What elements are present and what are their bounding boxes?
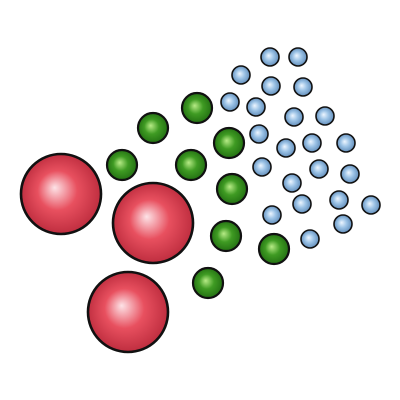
small-blue-spheres-group bbox=[220, 47, 381, 249]
medium-green-sphere-7 bbox=[209, 219, 243, 253]
small-blue-sphere-21 bbox=[262, 205, 282, 225]
small-blue-sphere-1 bbox=[260, 47, 280, 67]
small-blue-sphere-11 bbox=[276, 138, 296, 158]
small-blue-sphere-9 bbox=[315, 106, 335, 126]
medium-green-sphere-6 bbox=[215, 172, 249, 206]
small-blue-sphere-3 bbox=[231, 65, 251, 85]
small-blue-sphere-5 bbox=[293, 77, 313, 97]
small-blue-sphere-4 bbox=[261, 76, 281, 96]
small-blue-sphere-19 bbox=[329, 190, 349, 210]
small-blue-sphere-10 bbox=[249, 124, 269, 144]
small-blue-sphere-14 bbox=[252, 157, 272, 177]
small-blue-sphere-6 bbox=[220, 92, 240, 112]
medium-green-sphere-8 bbox=[257, 232, 291, 266]
large-red-sphere-2 bbox=[111, 181, 195, 265]
small-blue-sphere-16 bbox=[309, 159, 329, 179]
medium-green-sphere-1 bbox=[180, 91, 214, 125]
small-blue-sphere-18 bbox=[292, 194, 312, 214]
small-blue-sphere-2 bbox=[288, 47, 308, 67]
medium-green-sphere-9 bbox=[191, 266, 225, 300]
medium-green-sphere-4 bbox=[105, 148, 139, 182]
small-blue-sphere-20 bbox=[361, 195, 381, 215]
medium-green-sphere-2 bbox=[136, 111, 170, 145]
small-blue-sphere-12 bbox=[302, 133, 322, 153]
small-blue-sphere-23 bbox=[300, 229, 320, 249]
small-blue-sphere-13 bbox=[336, 133, 356, 153]
large-red-spheres-group bbox=[19, 152, 195, 354]
large-red-sphere-3 bbox=[86, 270, 170, 354]
medium-green-sphere-3 bbox=[212, 126, 246, 160]
large-red-sphere-1 bbox=[19, 152, 103, 236]
small-blue-sphere-15 bbox=[282, 173, 302, 193]
small-blue-sphere-7 bbox=[246, 97, 266, 117]
medium-green-sphere-5 bbox=[174, 148, 208, 182]
small-blue-sphere-8 bbox=[284, 107, 304, 127]
medium-green-spheres-group bbox=[105, 91, 291, 300]
small-blue-sphere-22 bbox=[333, 214, 353, 234]
small-blue-sphere-17 bbox=[340, 164, 360, 184]
